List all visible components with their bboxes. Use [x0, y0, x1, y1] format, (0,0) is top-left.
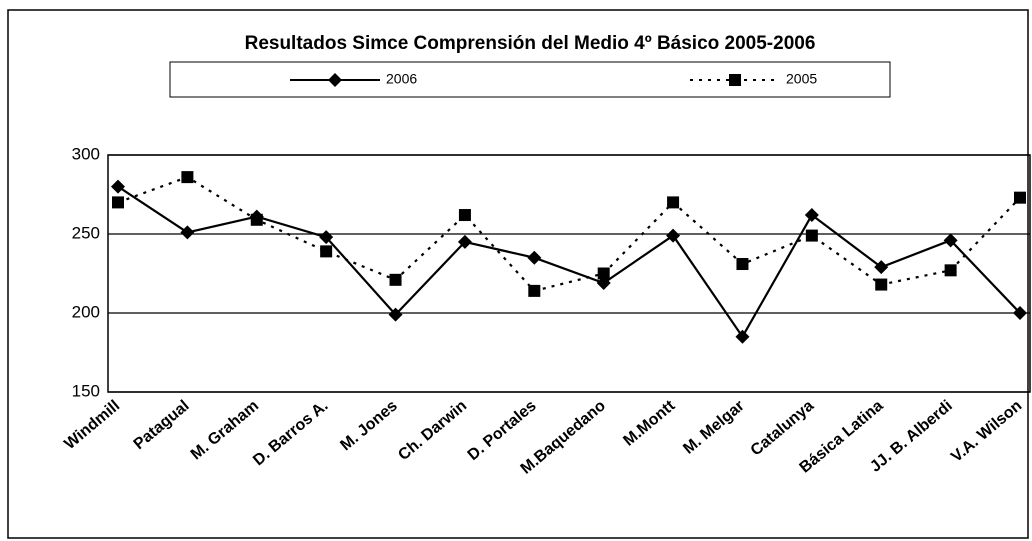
legend-label: 2005 [786, 71, 817, 87]
data-point [874, 260, 889, 275]
data-point [320, 245, 333, 258]
data-point [667, 196, 680, 209]
y-tick-label: 250 [72, 223, 100, 242]
data-point [597, 267, 610, 280]
legend-marker [729, 74, 741, 86]
data-point [528, 284, 541, 297]
y-tick-label: 300 [72, 144, 100, 163]
series-line [117, 185, 1021, 339]
x-tick-label: M. Melgar [680, 397, 747, 457]
x-tick-label: V.A. Wilson [948, 397, 1025, 466]
plot-area [107, 154, 1031, 393]
data-point [736, 258, 749, 271]
data-point [112, 196, 124, 209]
data-point [250, 213, 263, 226]
data-point [944, 264, 957, 277]
y-tick-label: 200 [72, 302, 100, 321]
x-tick-label: Ch. Darwin [395, 397, 470, 464]
x-tick-label: D. Portales [465, 397, 540, 464]
data-point [457, 234, 472, 249]
data-point [388, 307, 403, 322]
data-point [804, 208, 819, 223]
y-tick-label: 150 [72, 381, 100, 400]
legend-marker [328, 73, 342, 87]
data-point [875, 278, 888, 291]
chart-frame [7, 9, 1029, 539]
data-point [666, 228, 681, 243]
x-tick-label: Windmill [61, 397, 123, 453]
data-point [111, 179, 125, 194]
data-point [527, 250, 542, 265]
legend-box [169, 61, 891, 98]
data-point [180, 225, 195, 240]
x-tick-label: M. Jones [337, 397, 400, 454]
data-point [735, 329, 750, 344]
x-tick-label: M. Graham [188, 397, 262, 463]
x-tick-label: Catalunya [748, 397, 818, 459]
x-tick-label: D. Barros A. [250, 397, 331, 469]
data-point [1013, 306, 1027, 320]
data-point [1014, 191, 1026, 204]
data-point [319, 230, 334, 245]
data-point [943, 233, 958, 248]
data-point [458, 209, 471, 222]
series-line [117, 175, 1021, 293]
data-point [181, 171, 194, 184]
x-tick-label: Patagual [131, 397, 193, 453]
data-point [389, 273, 402, 286]
data-point [805, 229, 818, 242]
legend-label: 2006 [386, 71, 417, 87]
x-tick-label: M.Montt [620, 397, 678, 450]
chart-title: Resultados Simce Comprensión del Medio 4… [245, 33, 816, 54]
